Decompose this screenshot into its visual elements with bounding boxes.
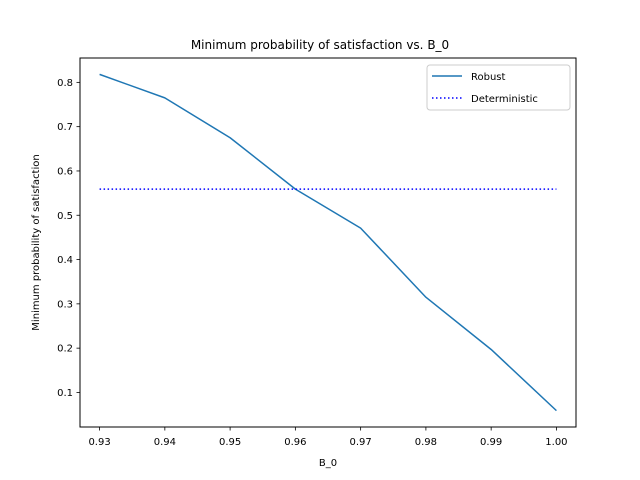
y-axis-label: Minimum probability of satisfaction bbox=[31, 154, 42, 330]
x-tick-label: 0.93 bbox=[88, 437, 110, 448]
x-tick-label: 0.95 bbox=[219, 437, 241, 448]
legend-label-deterministic: Deterministic bbox=[471, 94, 538, 105]
y-tick-label: 0.1 bbox=[57, 388, 73, 399]
y-axis: 0.1 0.2 0.3 0.4 0.5 0.6 0.7 0.8 bbox=[57, 78, 80, 399]
x-tick-label: 0.99 bbox=[480, 437, 502, 448]
legend: Robust Deterministic bbox=[426, 64, 571, 111]
axes-frame bbox=[79, 57, 577, 428]
x-tick-label: 0.96 bbox=[284, 437, 306, 448]
legend-label-robust: Robust bbox=[471, 72, 506, 83]
x-axis-label: B_0 bbox=[319, 458, 337, 469]
y-tick-label: 0.6 bbox=[57, 166, 73, 177]
y-tick-label: 0.8 bbox=[57, 78, 73, 89]
x-axis: 0.93 0.94 0.95 0.96 0.97 0.98 0.99 1.00 bbox=[88, 427, 568, 448]
y-tick-label: 0.4 bbox=[57, 255, 73, 266]
x-tick-label: 0.94 bbox=[154, 437, 176, 448]
legend-box bbox=[426, 64, 571, 111]
series-line-robust bbox=[99, 73, 557, 412]
x-tick-label: 0.97 bbox=[349, 437, 371, 448]
y-tick-label: 0.2 bbox=[57, 344, 73, 355]
x-tick-label: 0.98 bbox=[415, 437, 437, 448]
x-tick-label: 1.00 bbox=[545, 437, 567, 448]
plot-area bbox=[99, 73, 557, 412]
y-tick-label: 0.5 bbox=[57, 211, 73, 222]
y-tick-label: 0.3 bbox=[57, 299, 73, 310]
chart-title: Minimum probability of satisfaction vs. … bbox=[191, 38, 449, 52]
y-tick-label: 0.7 bbox=[57, 122, 73, 133]
